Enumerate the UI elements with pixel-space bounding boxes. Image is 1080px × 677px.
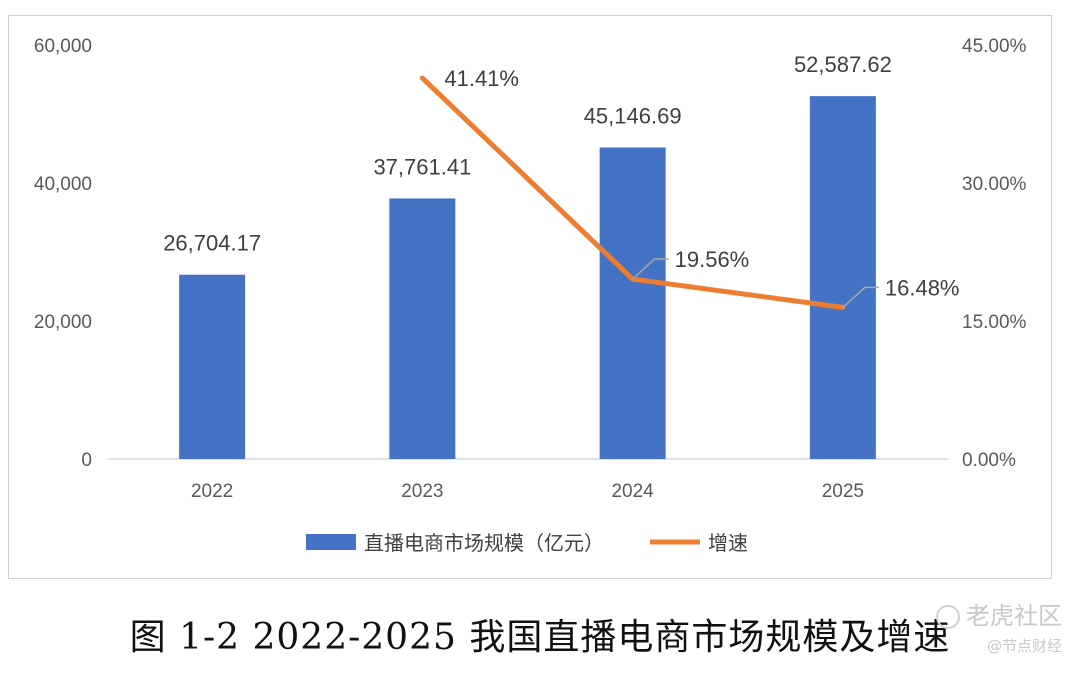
figure-caption: 图 1-2 2022-2025 我国直播电商市场规模及增速 [129, 617, 951, 658]
y-right-tick-label: 15.00% [962, 312, 1027, 333]
legend-line-label: 增速 [708, 531, 748, 555]
y-left-tick-label: 60,000 [34, 36, 92, 57]
x-tick-label: 2022 [191, 481, 233, 502]
watermark-logo-icon [936, 605, 960, 629]
watermark: 老虎社区 @节点财经 [936, 596, 1062, 656]
bar-value-label: 37,761.41 [373, 154, 471, 179]
watermark-main-text: 老虎社区 [966, 602, 1062, 630]
line-value-label: 19.56% [675, 247, 750, 272]
x-tick-label: 2024 [611, 481, 654, 502]
y-left-tick-label: 40,000 [34, 174, 92, 195]
y-right-tick-label: 45.00% [962, 36, 1027, 57]
line-value-label: 16.48% [885, 275, 960, 300]
bar-value-label: 52,587.62 [794, 52, 892, 77]
bar-2022 [179, 274, 246, 459]
y-right-tick-label: 0.00% [962, 450, 1016, 471]
line-value-label: 41.41% [444, 66, 519, 91]
watermark-sub-text: @节点财经 [986, 637, 1062, 655]
x-tick-label: 2023 [401, 481, 443, 502]
bar-value-label: 45,146.69 [584, 103, 682, 128]
legend-bar-swatch [306, 534, 356, 550]
bar-value-label: 26,704.17 [163, 231, 261, 256]
bar-2024 [599, 147, 666, 459]
y-left-tick-label: 20,000 [34, 312, 92, 333]
bar-2023 [389, 198, 456, 459]
label-leader-line [842, 286, 879, 308]
label-leader-line [632, 258, 669, 280]
x-tick-label: 2025 [822, 481, 864, 502]
legend-bar-label: 直播电商市场规模（亿元） [364, 531, 604, 555]
bar-2025 [809, 96, 876, 460]
y-right-tick-label: 30.00% [962, 174, 1027, 195]
y-left-tick-label: 0 [81, 450, 92, 471]
